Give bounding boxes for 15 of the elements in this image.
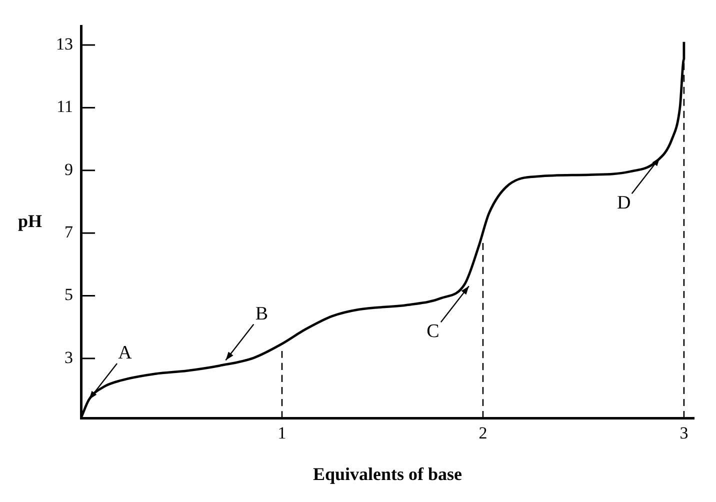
y-tick-label: 9 [64, 160, 73, 179]
x-axis-title: Equivalents of base [312, 464, 462, 484]
y-tick-label: 5 [64, 285, 73, 304]
x-tick-label: 3 [680, 424, 688, 443]
annotation: D [616, 192, 631, 214]
x-tick-label: 1 [278, 424, 286, 443]
annotation: C [426, 321, 440, 342]
y-tick-label: 11 [56, 97, 73, 116]
y-tick-label: 7 [64, 222, 74, 242]
y-tick-label: 3 [64, 348, 73, 367]
annotation: A [118, 342, 132, 364]
y-axis-title: pH [18, 210, 42, 231]
annotation: B [255, 303, 268, 324]
y-tick-label: 13 [56, 34, 73, 54]
x-tick-label: 2 [478, 424, 488, 443]
